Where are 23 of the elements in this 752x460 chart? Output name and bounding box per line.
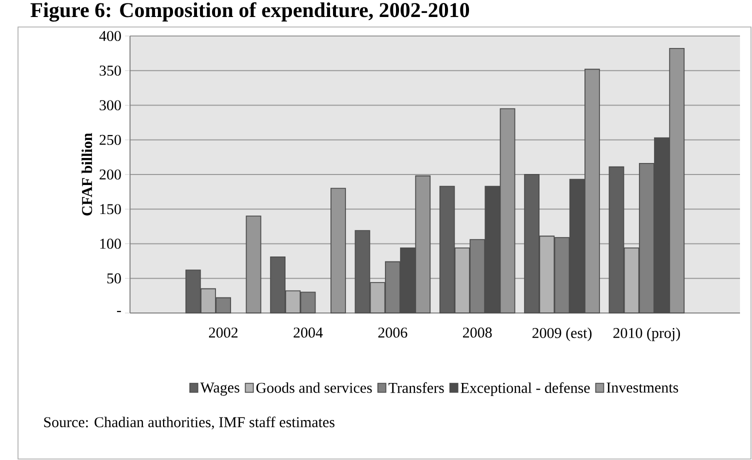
legend-label: Exceptional - defense: [460, 382, 590, 396]
y-tick-label: 250: [100, 134, 121, 145]
source-note: Source: Chadian authorities, IMF staff estimates: [44, 416, 334, 430]
legend-label: Wages: [200, 382, 240, 396]
y-axis-title: CFAF billion: [82, 133, 92, 216]
y-tick-label: 300: [100, 100, 121, 110]
x-tick-label: 2010 (proj): [613, 328, 680, 342]
x-tick-label: 2008: [462, 328, 492, 338]
x-tick-label: 2006: [378, 328, 408, 338]
y-tick-label: 50: [107, 273, 121, 284]
chart-title: Figure 6: Composition of expenditure, 2002-2010: [30, 2, 470, 22]
legend-label: Goods and services: [256, 382, 372, 393]
x-tick-label: 2009 (est): [532, 328, 592, 342]
legend-label: Investments: [606, 382, 678, 393]
y-tick-label: -: [117, 310, 121, 312]
legend-label: Transfers: [388, 382, 444, 393]
y-tick-label: 350: [100, 66, 121, 76]
y-tick-label: 400: [99, 30, 121, 42]
x-tick-label: 2002: [209, 328, 238, 338]
x-tick-label: 2004: [294, 328, 323, 338]
y-tick-label: 200: [100, 169, 121, 180]
y-tick-label: 100: [100, 238, 121, 249]
y-tick-label: 150: [100, 204, 121, 214]
